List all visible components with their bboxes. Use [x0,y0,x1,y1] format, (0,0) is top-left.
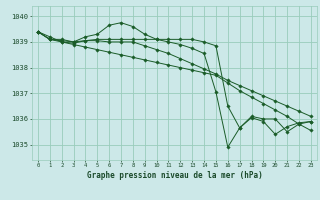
X-axis label: Graphe pression niveau de la mer (hPa): Graphe pression niveau de la mer (hPa) [86,171,262,180]
